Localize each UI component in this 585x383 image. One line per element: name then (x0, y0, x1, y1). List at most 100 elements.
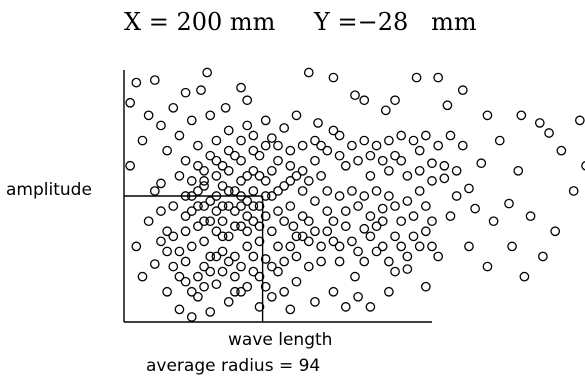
data-point-161 (168, 261, 179, 272)
data-point-145 (156, 206, 166, 216)
data-point-107 (156, 120, 166, 131)
data-point-23 (544, 128, 554, 138)
data-point-95 (266, 291, 277, 302)
data-point-193 (365, 211, 376, 222)
data-point-298 (297, 140, 308, 151)
data-point-42 (525, 211, 536, 222)
data-point-184 (310, 196, 320, 206)
data-point-77 (156, 178, 166, 189)
data-point-223 (439, 160, 450, 171)
data-point-9 (303, 67, 314, 78)
data-point-147 (186, 241, 197, 252)
data-point-174 (248, 165, 259, 176)
data-point-212 (371, 140, 382, 151)
data-point-71 (279, 286, 290, 297)
data-point-299 (310, 135, 320, 146)
data-point-4 (202, 67, 213, 78)
data-point-50 (476, 158, 487, 169)
data-point-153 (223, 186, 234, 196)
data-point-187 (328, 216, 339, 227)
y-axis-label: amplitude (6, 180, 92, 200)
data-point-186 (322, 186, 333, 196)
data-point-30 (340, 160, 351, 171)
data-point-52 (464, 241, 474, 252)
data-point-272 (217, 231, 228, 242)
data-point-7 (236, 82, 246, 93)
data-point-261 (384, 256, 394, 267)
data-point-178 (273, 206, 283, 216)
data-point-220 (420, 130, 431, 141)
data-point-225 (451, 165, 462, 176)
data-point-129 (180, 191, 191, 201)
data-point-242 (266, 261, 277, 272)
data-point-253 (334, 256, 345, 267)
data-point-135 (217, 201, 228, 211)
data-point-63 (359, 223, 370, 234)
data-point-280 (199, 201, 209, 211)
data-point-214 (384, 135, 394, 146)
data-point-25 (279, 123, 290, 133)
data-point-165 (193, 160, 203, 171)
data-point-48 (556, 145, 567, 156)
data-point-12 (359, 95, 370, 106)
data-point-78 (162, 286, 172, 297)
data-point-74 (137, 271, 148, 282)
data-point-249 (310, 226, 320, 237)
data-point-35 (427, 158, 437, 169)
data-point-2 (125, 97, 136, 108)
data-point-14 (390, 95, 400, 106)
data-point-65 (334, 241, 345, 252)
data-point-189 (340, 206, 351, 216)
data-point-246 (291, 251, 302, 262)
data-point-198 (396, 216, 407, 227)
data-point-271 (205, 216, 216, 227)
data-point-91 (242, 241, 253, 252)
data-point-277 (279, 216, 290, 227)
data-point-251 (322, 226, 333, 237)
data-point-16 (433, 72, 444, 83)
data-point-21 (516, 110, 527, 121)
data-point-238 (242, 281, 253, 292)
data-point-194 (371, 186, 382, 196)
data-point-73 (131, 241, 142, 252)
data-point-68 (303, 236, 314, 247)
data-point-177 (266, 191, 277, 201)
data-point-99 (310, 296, 320, 307)
data-point-222 (433, 140, 444, 151)
data-point-276 (266, 226, 277, 237)
data-point-109 (168, 102, 179, 113)
data-point-226 (457, 140, 468, 151)
data-point-138 (236, 221, 246, 232)
data-point-28 (334, 130, 345, 141)
data-point-172 (236, 155, 246, 166)
data-point-18 (457, 85, 468, 96)
data-point-245 (285, 241, 296, 252)
data-point-265 (408, 231, 419, 242)
data-point-80 (174, 304, 185, 315)
data-point-295 (260, 140, 271, 151)
data-point-59 (402, 264, 413, 274)
data-point-213 (377, 155, 388, 166)
data-point-102 (353, 291, 363, 302)
data-point-267 (420, 226, 431, 237)
data-point-217 (402, 170, 413, 181)
data-point-89 (230, 271, 240, 282)
data-point-227 (174, 271, 185, 282)
data-point-297 (285, 145, 296, 156)
data-point-8 (242, 95, 253, 106)
data-point-204 (310, 155, 320, 166)
data-point-159 (180, 226, 191, 237)
data-point-131 (193, 186, 203, 196)
data-point-203 (427, 216, 437, 227)
data-point-39 (470, 203, 480, 214)
data-point-296 (273, 155, 283, 166)
data-point-55 (519, 271, 530, 282)
data-point-82 (186, 312, 197, 322)
data-point-219 (414, 165, 425, 176)
data-point-263 (396, 241, 407, 252)
data-point-156 (242, 226, 253, 237)
data-point-228 (180, 256, 191, 267)
data-point-66 (322, 206, 333, 216)
data-point-243 (273, 241, 283, 252)
